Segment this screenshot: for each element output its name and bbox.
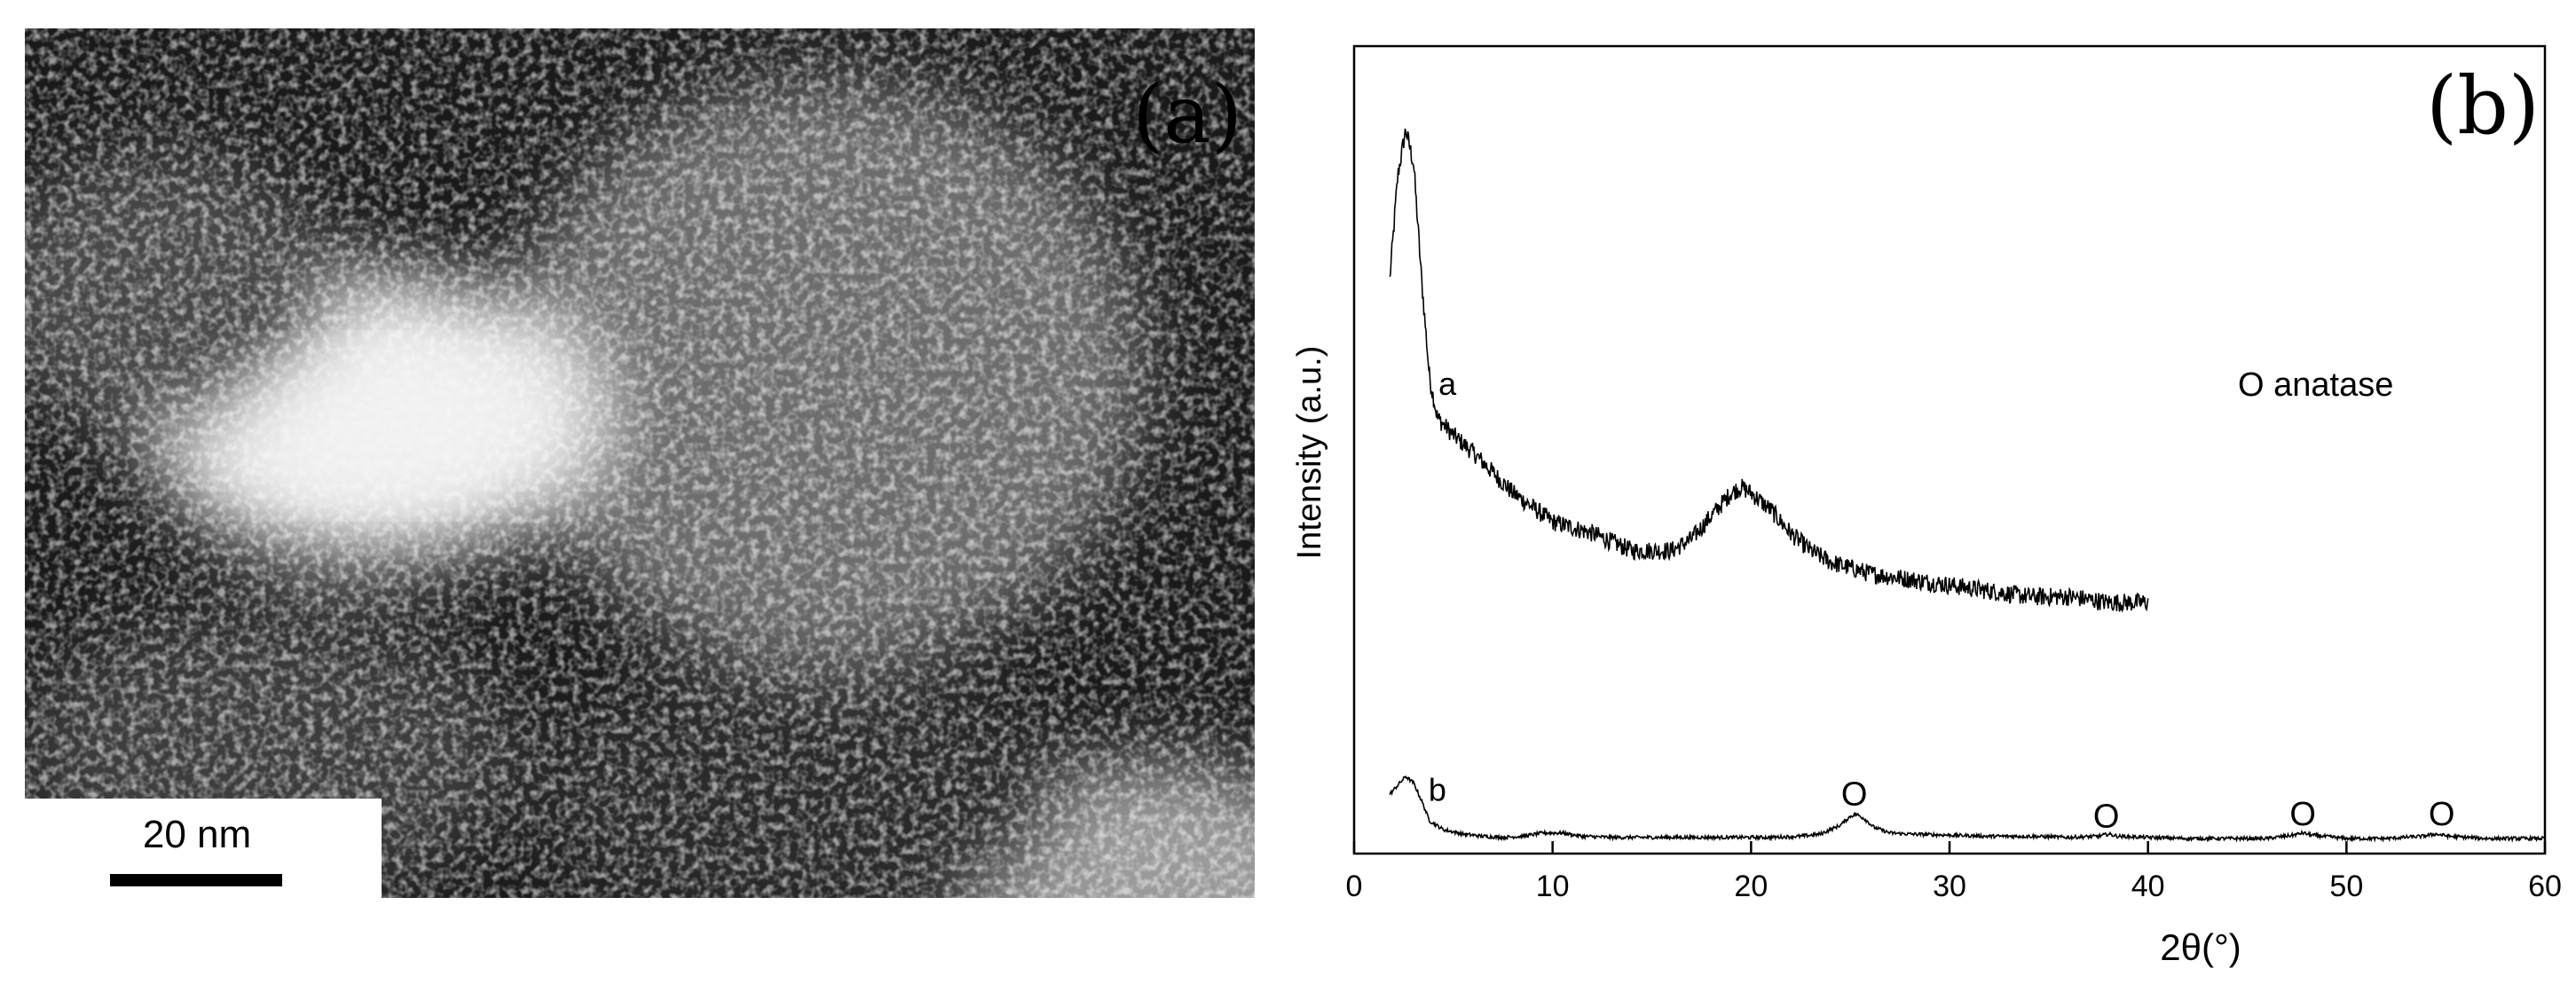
x-axis-ticks: 0 10 20 30 40 50 60 (1346, 841, 2562, 903)
x-tick-label: 30 (1933, 870, 1966, 903)
x-tick-label: 60 (2528, 870, 2562, 903)
tem-micrograph-figure: (a) 20 nm (25, 28, 1255, 898)
anatase-peak-marker: O (2429, 796, 2455, 833)
series-b-line (1389, 775, 2546, 843)
annotation-layer: OO O O (1841, 776, 2455, 836)
series-a-line (1389, 128, 2149, 613)
xrd-chart: 0 10 20 30 40 50 60 ab OO O O (b) O anatase 2θ(°… (1291, 44, 2562, 968)
x-tick-label: 50 (2329, 870, 2363, 903)
panel-a: (a) 20 nm (0, 0, 1278, 988)
panel-b-label: (b) (2426, 59, 2540, 153)
anatase-peak-marker: O (2289, 796, 2316, 833)
scale-bar: 20 nm (25, 799, 382, 898)
series-a-label: a (1438, 366, 1457, 402)
series-b-label: b (1429, 772, 1446, 808)
anatase-peak-marker: O (2093, 799, 2120, 836)
scale-bar-line (110, 874, 282, 886)
tem-image (25, 28, 1255, 898)
plot-frame (1352, 44, 2547, 855)
panel-a-label: (a) (1132, 68, 1242, 161)
scale-bar-label: 20 nm (143, 813, 251, 856)
x-tick-label: 40 (2131, 870, 2165, 903)
y-axis-label: Intensity (a.u.) (1291, 346, 1328, 560)
x-tick-label: 10 (1536, 870, 1570, 903)
series-layer: ab (1389, 128, 2546, 843)
legend-anatase: O anatase (2238, 366, 2393, 404)
x-tick-label: 0 (1346, 870, 1363, 903)
x-tick-label: 20 (1734, 870, 1768, 903)
anatase-peak-marker: O (1841, 776, 1868, 814)
x-axis-label: 2θ(°) (2160, 926, 2241, 968)
